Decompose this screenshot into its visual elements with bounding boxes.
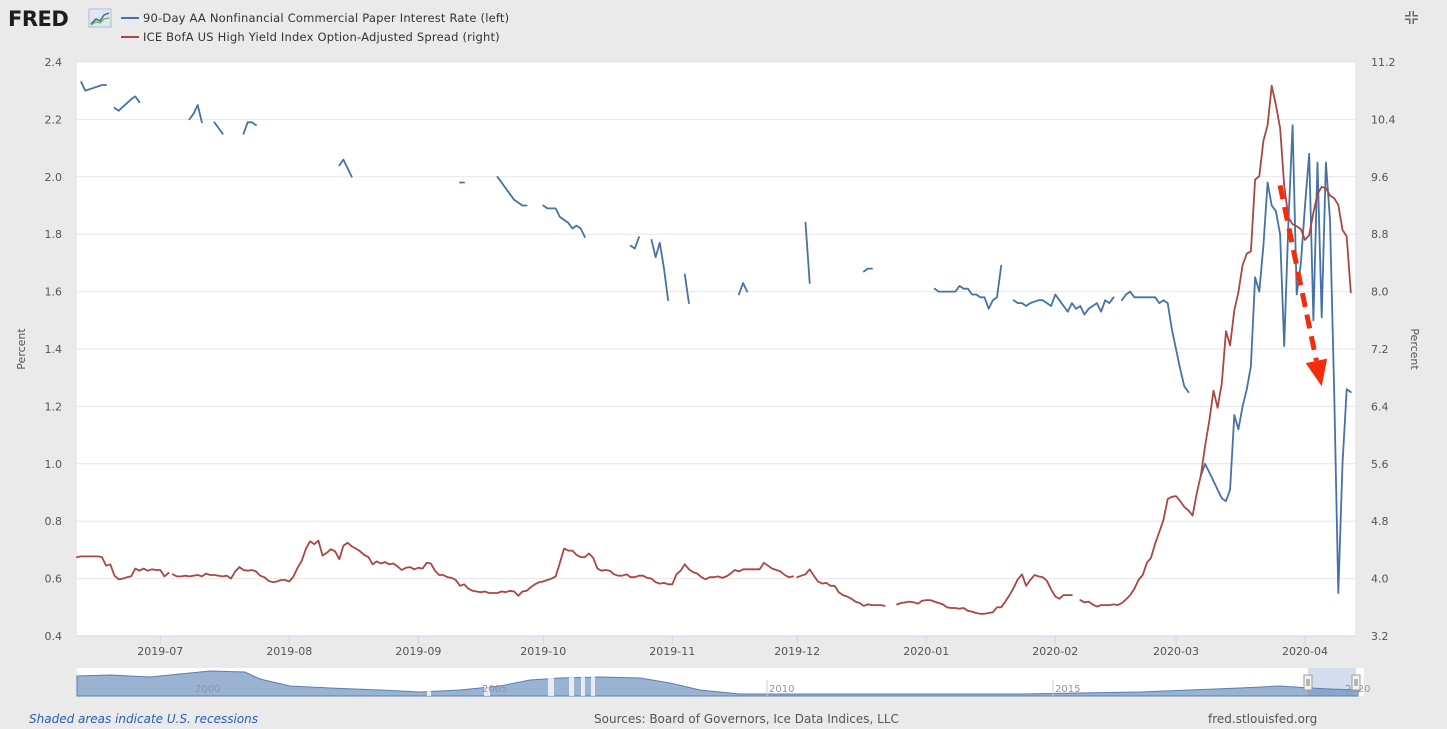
series-line-segment xyxy=(933,264,1003,310)
y-right-tick-label: 11.2 xyxy=(1371,56,1396,69)
series-lines xyxy=(76,81,1352,615)
y-left-tick-label: 1.6 xyxy=(45,286,63,299)
recession-band xyxy=(484,679,490,696)
series-line-segment xyxy=(242,121,257,135)
header: FRED 90-Day AA Nonfinancial Commercial P… xyxy=(8,7,1419,44)
x-tick-label: 2020-02 xyxy=(1032,645,1078,658)
y-left-tick-label: 0.4 xyxy=(45,630,63,643)
series-right xyxy=(76,84,1352,615)
legend: 90-Day AA Nonfinancial Commercial Paper … xyxy=(121,11,509,44)
x-tick-label: 2019-07 xyxy=(137,645,183,658)
fullscreen-icon[interactable] xyxy=(1404,10,1419,25)
series-line-segment xyxy=(76,555,170,581)
y-right-tick-label: 3.2 xyxy=(1371,630,1389,643)
y-right-tick-label: 7.2 xyxy=(1371,343,1389,356)
y-left-tick-label: 2.0 xyxy=(45,171,63,184)
series-line-segment xyxy=(542,204,586,239)
series-line-segment xyxy=(650,238,669,302)
navigator-year-label: 2015 xyxy=(1055,684,1080,695)
y-left-tick-label: 1.8 xyxy=(45,228,63,241)
y-right-tick-label: 5.6 xyxy=(1371,458,1389,471)
site-link[interactable]: fred.stlouisfed.org xyxy=(1208,712,1317,726)
y-left-tick-label: 2.4 xyxy=(45,56,63,69)
series-line-segment xyxy=(113,95,141,112)
series-line-segment xyxy=(80,81,107,92)
recession-band xyxy=(569,675,574,696)
annotation xyxy=(1277,184,1328,387)
series-line-segment xyxy=(496,175,528,207)
recession-band xyxy=(548,675,554,696)
x-tick-label: 2019-11 xyxy=(649,645,695,658)
series-line-segment xyxy=(683,273,690,305)
series-line-segment xyxy=(804,221,811,284)
y-axis-right-title: Percent xyxy=(1408,328,1421,370)
x-tick-label: 2019-09 xyxy=(395,645,441,658)
x-tick-label: 2020-04 xyxy=(1282,645,1328,658)
navigator-area xyxy=(76,670,1359,697)
y-axis-left: 0.4 0.6 0.8 1.0 1.2 1.4 1.6 1.8 2.0 2.2 2.4 xyxy=(45,56,63,643)
legend-label-right[interactable]: ICE BofA US High Yield Index Option-Adju… xyxy=(143,30,500,44)
y-axis-right: 3.2 4.0 4.8 5.6 6.4 7.2 8.0 8.8 9.6 10.4 11.2 xyxy=(1371,56,1396,643)
navigator-handle-right[interactable] xyxy=(1351,674,1361,691)
series-line-segment xyxy=(896,573,1073,615)
series-line-segment xyxy=(862,267,873,273)
y-left-tick-label: 1.2 xyxy=(45,400,63,413)
y-right-tick-label: 4.0 xyxy=(1371,573,1389,586)
gridlines xyxy=(77,61,1355,637)
recession-band xyxy=(591,675,595,696)
y-right-tick-label: 4.8 xyxy=(1371,515,1389,528)
sources-text: Sources: Board of Governors, Ice Data In… xyxy=(594,712,899,726)
x-tick-label: 2019-08 xyxy=(266,645,312,658)
series-line-segment xyxy=(188,104,203,124)
series-line-segment xyxy=(796,568,886,607)
y-right-tick-label: 10.4 xyxy=(1371,113,1396,126)
y-right-tick-label: 8.8 xyxy=(1371,228,1389,241)
y-axis-left-title: Percent xyxy=(15,328,28,370)
series-line-segment xyxy=(1200,124,1352,594)
series-left xyxy=(80,81,1352,594)
recession-note-link[interactable]: Shaded areas indicate U.S. recessions xyxy=(29,712,258,726)
series-line-segment xyxy=(1079,84,1352,608)
y-right-tick-label: 6.4 xyxy=(1371,400,1389,413)
annotation-arrow-head xyxy=(1305,358,1328,387)
series-line-segment xyxy=(171,539,794,597)
fred-chart-icon xyxy=(88,8,112,28)
y-right-tick-label: 9.6 xyxy=(1371,171,1389,184)
navigator-handle-left[interactable] xyxy=(1303,674,1313,691)
fred-logo[interactable]: FRED xyxy=(8,7,69,31)
series-line-segment xyxy=(629,236,640,250)
footer: Shaded areas indicate U.S. recessions So… xyxy=(29,712,1317,726)
y-right-tick-label: 8.0 xyxy=(1371,286,1389,299)
navigator-year-label: 2010 xyxy=(769,684,794,695)
series-line-segment xyxy=(1012,293,1115,316)
series-line-segment xyxy=(738,282,749,296)
navigator-year-label: 2000 xyxy=(195,684,220,695)
y-left-tick-label: 1.4 xyxy=(45,343,63,356)
y-left-tick-label: 2.2 xyxy=(45,113,63,126)
x-tick-label: 2019-10 xyxy=(520,645,566,658)
x-axis: 2019-07 2019-08 2019-09 2019-10 2019-11 2019-… xyxy=(77,635,1355,658)
x-tick-label: 2020-01 xyxy=(903,645,949,658)
recession-band xyxy=(581,675,585,696)
series-line-segment xyxy=(338,158,353,178)
y-left-tick-label: 0.6 xyxy=(45,573,63,586)
series-line-segment xyxy=(1121,290,1190,394)
annotation-arrow-shaft xyxy=(1277,184,1319,362)
legend-label-left[interactable]: 90-Day AA Nonfinancial Commercial Paper … xyxy=(143,11,509,25)
series-line-segment xyxy=(213,121,224,135)
x-tick-label: 2019-12 xyxy=(774,645,820,658)
navigator[interactable]: 2000 2005 2010 2015 2020 xyxy=(76,668,1370,697)
recession-band xyxy=(427,690,431,696)
navigator-selection[interactable] xyxy=(1308,668,1356,696)
navigator-year-label: 2005 xyxy=(482,684,507,695)
x-tick-label: 2020-03 xyxy=(1153,645,1199,658)
y-left-tick-label: 0.8 xyxy=(45,515,63,528)
y-left-tick-label: 1.0 xyxy=(45,458,63,471)
